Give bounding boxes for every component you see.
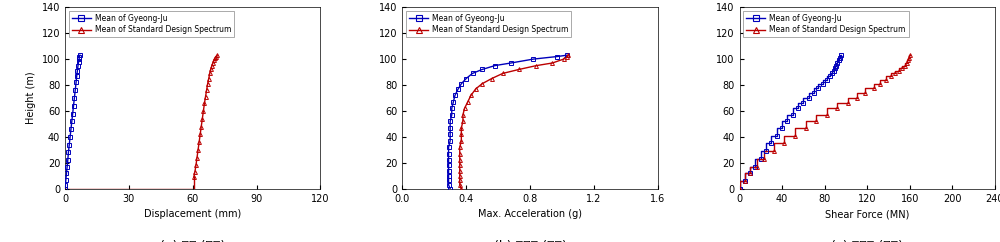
X-axis label: Shear Force (MN): Shear Force (MN) — [825, 209, 909, 219]
Text: (a) 변위 (평균): (a) 변위 (평균) — [160, 240, 225, 242]
Legend: Mean of Gyeong-Ju, Mean of Standard Design Spectrum: Mean of Gyeong-Ju, Mean of Standard Desi… — [406, 11, 571, 38]
X-axis label: Max. Acceleration (g): Max. Acceleration (g) — [478, 209, 582, 219]
Legend: Mean of Gyeong-Ju, Mean of Standard Design Spectrum: Mean of Gyeong-Ju, Mean of Standard Desi… — [743, 11, 909, 38]
X-axis label: Displacement (mm): Displacement (mm) — [144, 209, 241, 219]
Legend: Mean of Gyeong-Ju, Mean of Standard Design Spectrum: Mean of Gyeong-Ju, Mean of Standard Desi… — [69, 11, 234, 38]
Text: (b) 가속도 (평균): (b) 가속도 (평균) — [494, 240, 566, 242]
Text: (c) 전단력 (평균): (c) 전단력 (평균) — [831, 240, 903, 242]
Y-axis label: Height (m): Height (m) — [26, 72, 36, 124]
